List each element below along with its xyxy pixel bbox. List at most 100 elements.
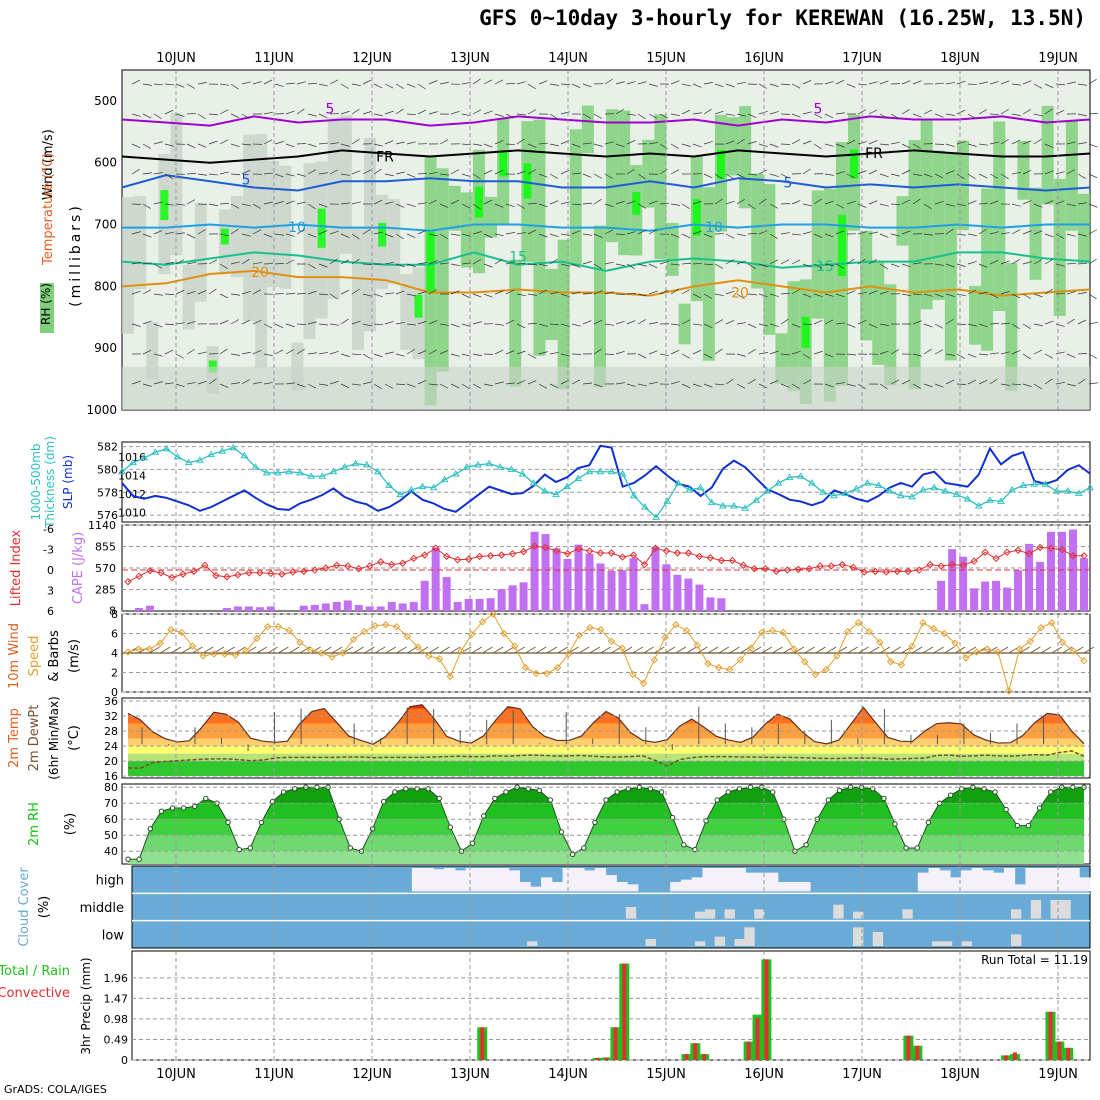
wind-barb bbox=[802, 203, 812, 207]
tick-label: 1.47 bbox=[104, 992, 129, 1005]
li-marker bbox=[179, 570, 187, 578]
wind-barb bbox=[230, 382, 240, 385]
cloud-cell bbox=[691, 877, 703, 892]
wind-barb bbox=[675, 646, 687, 654]
li-marker bbox=[1058, 545, 1066, 554]
wind-barb bbox=[351, 233, 360, 240]
wind-barb bbox=[989, 81, 999, 85]
rh-marker bbox=[436, 795, 442, 802]
cloud-cell bbox=[694, 911, 706, 919]
wind-barb bbox=[769, 83, 779, 87]
wind-barb bbox=[736, 293, 745, 300]
wind-barb bbox=[1022, 80, 1032, 85]
wind-barb bbox=[934, 323, 944, 329]
rh-marker bbox=[247, 845, 253, 851]
wind-barb bbox=[703, 82, 713, 85]
wind-barb bbox=[439, 233, 448, 239]
wind-barb bbox=[307, 143, 317, 148]
cloud-row-label: high bbox=[96, 874, 124, 889]
precip-convective-bar bbox=[915, 1045, 920, 1060]
wind-barb bbox=[1000, 80, 1010, 85]
wind-barb bbox=[692, 383, 702, 388]
wind-barb bbox=[967, 261, 977, 265]
wind-barb bbox=[340, 173, 350, 176]
cape-bar bbox=[530, 531, 539, 611]
wind-barb bbox=[373, 199, 383, 205]
wind-barb bbox=[725, 173, 734, 180]
wind-barb bbox=[329, 380, 339, 385]
wind-barb bbox=[648, 322, 658, 325]
cloud-cell bbox=[724, 909, 735, 919]
wind-marker bbox=[629, 670, 637, 679]
tick-label: 0 bbox=[111, 686, 118, 699]
wind-marker bbox=[435, 655, 444, 663]
tick-label: 578 bbox=[97, 486, 118, 499]
li-marker bbox=[926, 560, 934, 569]
wind-barb bbox=[493, 646, 504, 654]
wind-barb bbox=[274, 173, 284, 178]
thickness-marker bbox=[296, 468, 304, 476]
wind-barb bbox=[1044, 378, 1053, 385]
wind-barb bbox=[142, 83, 152, 86]
rh-marker bbox=[280, 789, 287, 795]
thickness-marker bbox=[807, 479, 816, 486]
wind-barb bbox=[1055, 293, 1066, 295]
wind-barb bbox=[384, 83, 394, 89]
wind-barb bbox=[549, 173, 559, 179]
li-marker bbox=[783, 566, 792, 574]
wind-barb bbox=[736, 353, 746, 357]
wind-marker bbox=[575, 631, 583, 640]
wind-marker bbox=[135, 645, 143, 653]
wind-barb bbox=[686, 646, 697, 654]
wind-barb bbox=[1033, 259, 1043, 265]
cloud-cell bbox=[777, 882, 790, 892]
wind-barb bbox=[1055, 323, 1065, 327]
cape-bar bbox=[1069, 529, 1078, 611]
wind-barb bbox=[815, 646, 826, 654]
isotherm-p5 bbox=[121, 174, 1091, 192]
wind-barb bbox=[571, 143, 581, 148]
tick-label: 582 bbox=[97, 441, 118, 454]
cloud-cell bbox=[645, 939, 656, 946]
wind-marker bbox=[1080, 657, 1088, 665]
isotherm-label: 10 bbox=[288, 220, 306, 236]
wind-marker bbox=[1026, 637, 1034, 646]
tick-label: 8 bbox=[109, 604, 116, 617]
li-marker bbox=[475, 552, 484, 561]
wind-barb bbox=[164, 323, 174, 326]
rh-marker bbox=[1025, 822, 1032, 829]
wind-barb bbox=[483, 233, 493, 238]
tick-label: 80 bbox=[104, 781, 118, 794]
wind-barb bbox=[318, 83, 328, 87]
cape-bar bbox=[409, 601, 418, 611]
li-marker bbox=[541, 543, 550, 552]
wind-barb bbox=[945, 293, 955, 297]
wind-barb bbox=[967, 113, 976, 119]
wind-marker bbox=[833, 652, 841, 660]
thickness-marker bbox=[329, 467, 338, 475]
wind-barb bbox=[153, 381, 163, 385]
wind-barb bbox=[340, 202, 350, 205]
cloud-cell bbox=[625, 907, 637, 919]
wind-barb bbox=[131, 231, 141, 235]
wind-barb bbox=[1011, 113, 1021, 117]
wind-barb bbox=[858, 646, 869, 654]
wind-barb bbox=[472, 109, 482, 115]
rh-marker bbox=[681, 842, 687, 848]
tick-label: -6 bbox=[43, 523, 54, 536]
wind-barb bbox=[637, 173, 646, 180]
wind-barb bbox=[813, 293, 823, 298]
wind-barb bbox=[670, 143, 679, 149]
li-marker bbox=[596, 549, 605, 557]
wind-barb bbox=[813, 113, 823, 119]
wind-barb bbox=[549, 143, 559, 147]
wind-barb bbox=[318, 113, 328, 119]
wind-barb bbox=[703, 353, 713, 359]
precip-convective-bar bbox=[906, 1035, 911, 1060]
li-marker bbox=[355, 564, 363, 573]
cape-bar bbox=[222, 607, 231, 611]
cape-bar bbox=[299, 605, 308, 611]
wind-barb bbox=[615, 263, 625, 267]
cape-bar bbox=[552, 548, 561, 611]
li-marker bbox=[915, 566, 923, 574]
